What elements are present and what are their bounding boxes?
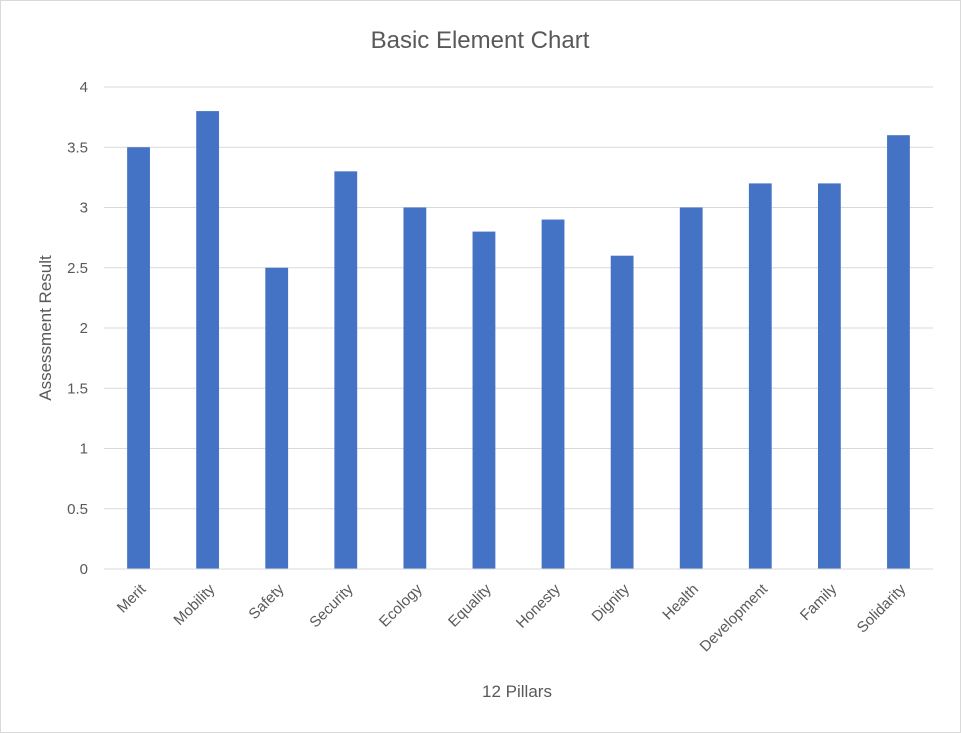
y-tick-label: 1 — [80, 441, 88, 458]
y-tick-label: 1.5 — [67, 380, 88, 397]
bar-mobility — [196, 111, 220, 569]
y-tick-label: 4 — [80, 79, 88, 96]
bar-safety — [265, 267, 289, 569]
y-axis-title: Assessment Result — [36, 255, 55, 401]
bar-ecology — [403, 207, 427, 569]
gridlines — [104, 86, 933, 510]
x-axis-title: 12 Pillars — [482, 682, 552, 701]
bar-health — [679, 207, 703, 569]
y-tick-label: 0 — [80, 561, 88, 578]
bar-development — [748, 183, 772, 569]
x-tick-label: Equality — [445, 580, 495, 630]
x-tick-label: Honesty — [513, 580, 564, 631]
x-tick-label: Health — [659, 581, 702, 624]
y-axis-tick-labels: 0 0.5 1 1.5 2 2.5 3 3.5 4 — [67, 79, 88, 578]
bar-equality — [472, 231, 496, 569]
x-tick-label: Mobility — [170, 580, 218, 628]
bar-merit — [127, 147, 150, 569]
x-tick-label: Merit — [114, 580, 150, 616]
bar-dignity — [610, 255, 634, 569]
y-tick-label: 3 — [80, 200, 88, 217]
x-tick-label: Security — [306, 580, 357, 631]
y-tick-label: 3.5 — [67, 139, 88, 156]
x-tick-label: Dignity — [589, 580, 634, 625]
x-tick-label: Safety — [245, 580, 287, 622]
bar-security — [334, 171, 358, 569]
x-tick-label: Development — [697, 580, 772, 655]
y-tick-label: 2 — [80, 320, 88, 337]
bar-honesty — [541, 219, 565, 570]
y-tick-label: 2.5 — [67, 260, 88, 277]
x-tick-label: Family — [797, 580, 841, 624]
x-tick-label: Solidarity — [854, 580, 910, 636]
chart-title: Basic Element Chart — [371, 27, 590, 54]
x-tick-label: Ecology — [376, 580, 426, 630]
y-tick-label: 0.5 — [67, 501, 88, 518]
bar-family — [817, 183, 841, 569]
bar-solidarity — [887, 135, 910, 569]
x-axis-tick-labels: Merit Mobility Safety Security Ecology Equali… — [114, 580, 910, 655]
bars — [127, 111, 910, 570]
